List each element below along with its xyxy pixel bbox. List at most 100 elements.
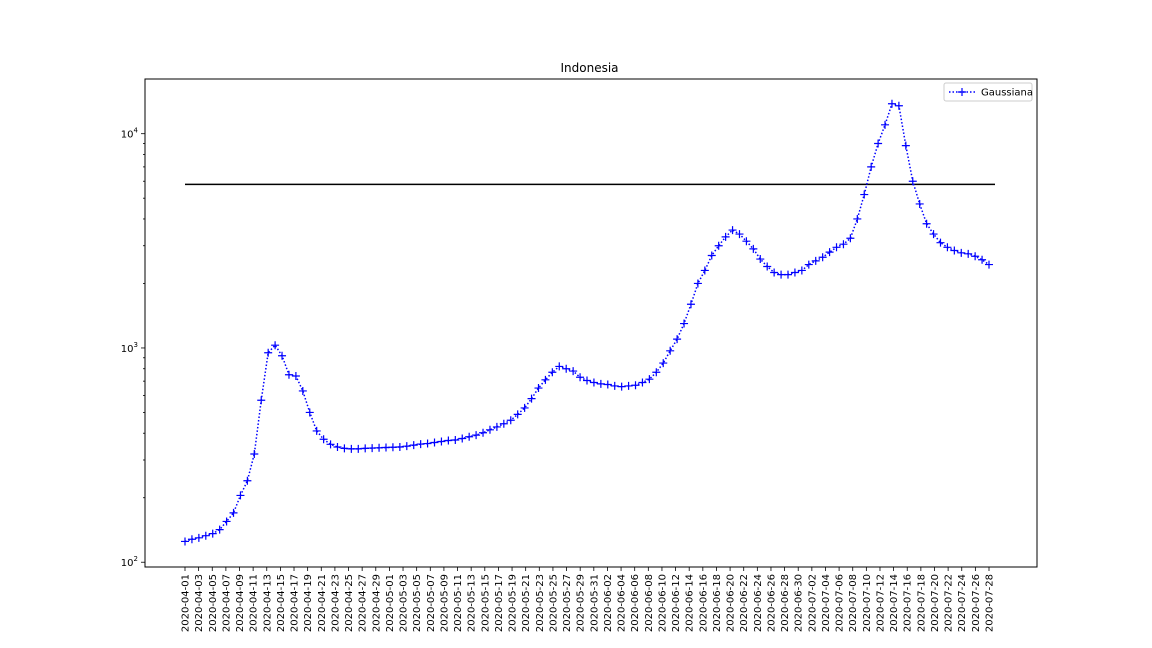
data-point-marker [728,226,737,235]
data-point-marker [416,440,425,449]
data-point-marker [950,246,959,255]
x-tick-label: 2020-06-20 [726,574,737,632]
x-tick-label: 2020-05-17 [494,574,505,632]
y-tick-label: 104 [121,127,139,141]
data-point-marker [271,341,280,350]
data-point-marker [894,101,903,110]
x-tick-label: 2020-07-28 [985,574,996,632]
x-tick-label: 2020-06-24 [753,574,764,632]
data-point-marker [957,248,966,257]
data-point-marker [257,396,266,405]
x-tick-label: 2020-05-23 [535,574,546,632]
data-point-marker [492,422,501,431]
x-tick-label: 2020-07-10 [862,574,873,632]
x-tick-label: 2020-06-02 [603,574,614,632]
x-tick-label: 2020-06-16 [698,574,709,632]
data-point-marker [222,517,231,526]
data-point-marker [631,381,640,390]
data-point-marker [915,199,924,208]
data-point-marker [707,251,716,260]
x-tick-label: 2020-05-29 [576,574,587,632]
x-tick-label: 2020-05-25 [548,574,559,632]
data-point-marker [680,319,689,328]
data-point-marker [187,535,196,544]
x-tick-label: 2020-07-08 [848,574,859,632]
x-tick-label: 2020-05-15 [480,574,491,632]
data-point-marker [839,240,848,249]
x-tick-label: 2020-07-02 [807,574,818,632]
data-point-marker [721,232,730,241]
data-point-marker [818,253,827,262]
data-point-marker [804,260,813,269]
data-point-marker [714,241,723,250]
data-point-marker [756,255,765,264]
x-tick-label: 2020-05-11 [453,574,464,632]
data-point-marker [236,491,245,500]
data-point-marker [749,244,758,253]
data-point-marker [645,375,654,384]
data-point-marker [264,348,273,357]
data-point-marker [451,435,460,444]
data-point-marker [617,382,626,391]
data-point-marker [624,381,633,390]
x-tick-label: 2020-05-01 [385,574,396,632]
data-point-marker [693,279,702,288]
data-point-marker [811,256,820,265]
data-point-marker [964,249,973,258]
data-point-marker [472,431,481,440]
data-point-marker [354,444,363,453]
data-point-marker [610,381,619,390]
data-point-marker [576,373,585,382]
x-tick-label: 2020-05-19 [508,574,519,632]
x-tick-label: 2020-07-16 [903,574,914,632]
data-point-marker [326,440,335,449]
data-point-marker [666,346,675,355]
data-point-marker [340,444,349,453]
x-tick-label: 2020-05-13 [467,574,478,632]
x-tick-label: 2020-06-04 [617,574,628,632]
data-point-marker [978,255,987,264]
x-tick-label: 2020-06-06 [630,574,641,632]
y-tick-label: 103 [121,341,138,355]
series-line-gaussiana [184,102,990,543]
data-point-marker [881,120,890,129]
data-point-marker [291,371,300,380]
x-tick-label: 2020-04-19 [303,574,314,632]
data-point-marker [825,248,834,257]
legend-label: Gaussiana [981,88,1033,99]
x-tick-label: 2020-04-11 [249,574,260,632]
data-point-marker [333,442,342,451]
data-point-marker [686,300,695,309]
data-point-marker [534,384,543,393]
data-point-marker [908,177,917,186]
x-tick-label: 2020-07-14 [889,574,900,632]
data-point-marker [499,419,508,428]
data-point-marker [409,441,418,450]
x-tick-label: 2020-05-27 [562,574,573,632]
data-point-marker [832,243,841,252]
data-point-marker [589,378,598,387]
x-tick-label: 2020-05-03 [399,574,410,632]
x-tick-label: 2020-05-21 [521,574,532,632]
x-tick-label: 2020-04-09 [235,574,246,632]
data-point-marker [527,394,536,403]
data-point-marker [659,359,668,368]
data-point-marker [673,335,682,344]
x-tick-label: 2020-07-20 [930,574,941,632]
data-point-marker [867,162,876,171]
data-point-marker [485,425,494,434]
chart-title: Indonesia [560,61,618,75]
x-axis: 2020-04-01 2020-04-03 2020-04-05 2020-04-07… [181,567,996,632]
data-point-marker [194,533,203,542]
data-point-marker [305,408,314,417]
data-point-marker [458,434,467,443]
x-tick-label: 2020-07-12 [875,574,886,632]
data-point-marker [312,426,321,435]
data-point-marker [770,268,779,277]
x-tick-label: 2020-04-17 [290,574,301,632]
x-tick-label: 2020-06-30 [794,574,805,632]
data-point-marker [971,252,980,261]
data-point-marker [777,270,786,279]
data-point-marker [430,438,439,447]
